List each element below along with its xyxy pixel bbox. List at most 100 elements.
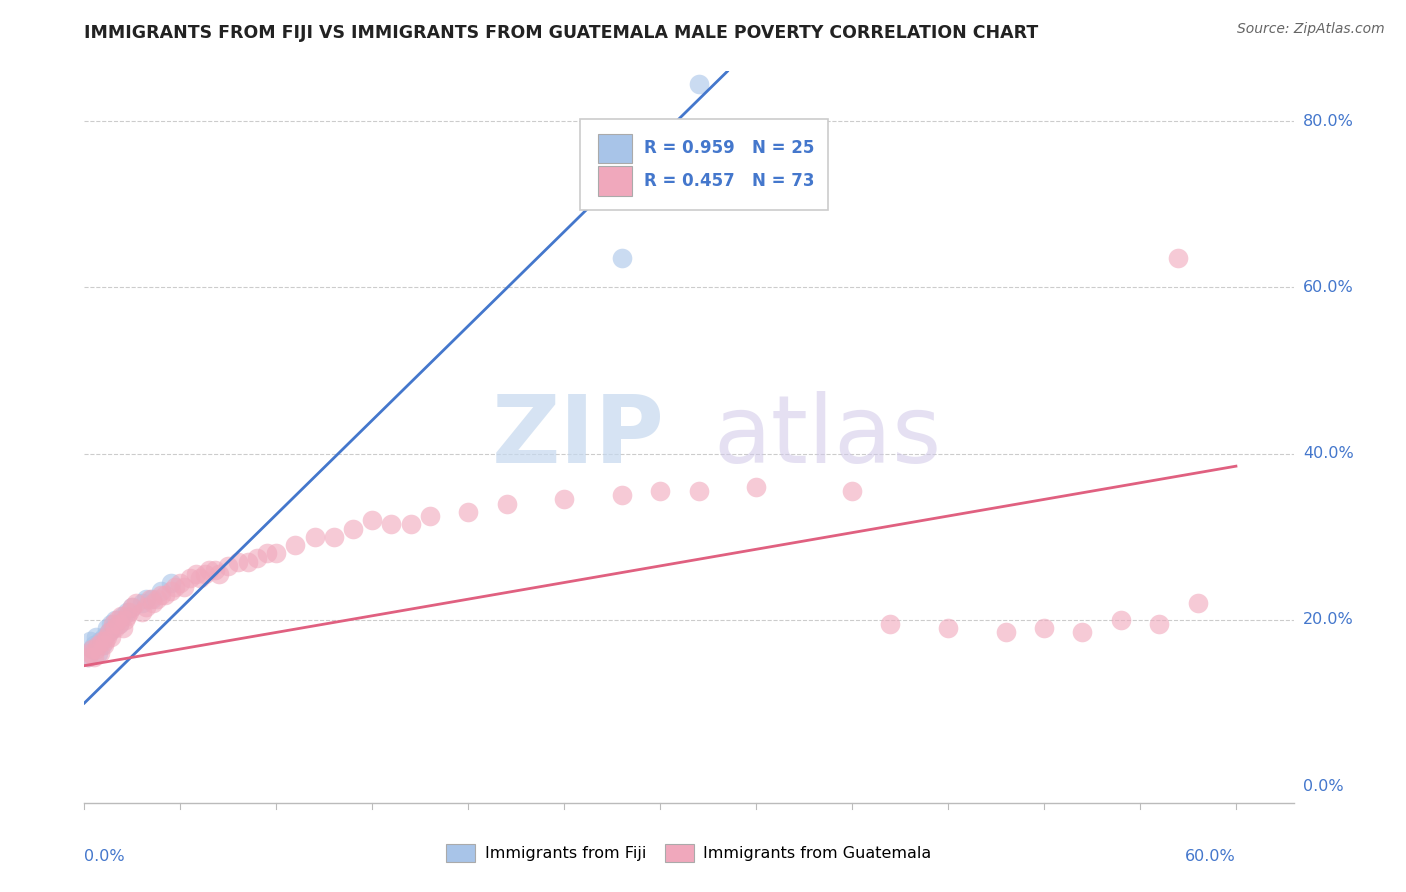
Point — [108, 617, 131, 632]
Point — [361, 513, 384, 527]
Point — [153, 588, 176, 602]
FancyBboxPatch shape — [599, 134, 633, 163]
Point — [125, 596, 148, 610]
Point — [117, 605, 139, 619]
Point — [163, 580, 186, 594]
Point — [150, 588, 173, 602]
Point — [936, 621, 959, 635]
Text: R = 0.457   N = 73: R = 0.457 N = 73 — [644, 172, 814, 190]
Text: 60.0%: 60.0% — [1303, 280, 1354, 295]
Point — [246, 550, 269, 565]
Point — [101, 617, 124, 632]
Point — [1071, 625, 1094, 640]
Point — [236, 555, 259, 569]
Point — [105, 613, 128, 627]
Point — [994, 625, 1017, 640]
Point — [87, 638, 110, 652]
Point — [204, 563, 226, 577]
Point — [610, 252, 633, 266]
Point — [108, 617, 131, 632]
Point — [141, 592, 163, 607]
Point — [93, 630, 115, 644]
Point — [150, 583, 173, 598]
Point — [83, 650, 105, 665]
Point — [146, 592, 169, 607]
Point — [495, 497, 517, 511]
Point — [94, 633, 117, 648]
Legend: Immigrants from Fiji, Immigrants from Guatemala: Immigrants from Fiji, Immigrants from Gu… — [440, 838, 938, 868]
Point — [304, 530, 326, 544]
Point — [217, 558, 239, 573]
Point — [457, 505, 479, 519]
Point — [745, 480, 768, 494]
Point — [77, 650, 100, 665]
Point — [380, 517, 402, 532]
Point — [79, 646, 101, 660]
Point — [399, 517, 422, 532]
Point — [256, 546, 278, 560]
Text: 0.0%: 0.0% — [84, 848, 125, 863]
Point — [89, 633, 111, 648]
Point — [1147, 617, 1170, 632]
Point — [111, 608, 134, 623]
Point — [841, 484, 863, 499]
Point — [179, 571, 201, 585]
Text: 80.0%: 80.0% — [1303, 114, 1354, 128]
Text: ZIP: ZIP — [492, 391, 665, 483]
Text: 60.0%: 60.0% — [1185, 848, 1236, 863]
Point — [226, 555, 249, 569]
Point — [650, 484, 672, 499]
Point — [553, 492, 575, 507]
Point — [96, 630, 118, 644]
Point — [198, 563, 221, 577]
Point — [111, 621, 134, 635]
Point — [79, 633, 101, 648]
Point — [159, 583, 181, 598]
Point — [77, 650, 100, 665]
Point — [115, 608, 138, 623]
Point — [142, 596, 165, 610]
Point — [131, 605, 153, 619]
Point — [80, 642, 103, 657]
Point — [84, 642, 107, 657]
Text: Source: ZipAtlas.com: Source: ZipAtlas.com — [1237, 22, 1385, 37]
Text: R = 0.959   N = 25: R = 0.959 N = 25 — [644, 139, 814, 157]
Text: 40.0%: 40.0% — [1303, 446, 1354, 461]
Point — [173, 580, 195, 594]
Point — [80, 642, 103, 657]
Point — [100, 630, 122, 644]
Text: IMMIGRANTS FROM FIJI VS IMMIGRANTS FROM GUATEMALA MALE POVERTY CORRELATION CHART: IMMIGRANTS FROM FIJI VS IMMIGRANTS FROM … — [84, 24, 1039, 42]
Point — [110, 608, 132, 623]
Point — [96, 621, 118, 635]
Point — [135, 600, 157, 615]
Point — [104, 621, 127, 635]
FancyBboxPatch shape — [581, 119, 828, 211]
Point — [104, 613, 127, 627]
Point — [322, 530, 344, 544]
Point — [184, 567, 207, 582]
Point — [610, 488, 633, 502]
Point — [1033, 621, 1056, 635]
Point — [1187, 596, 1209, 610]
Point — [114, 613, 136, 627]
Point — [131, 596, 153, 610]
Point — [419, 509, 441, 524]
Point — [84, 630, 107, 644]
Text: 20.0%: 20.0% — [1303, 613, 1354, 627]
Point — [284, 538, 307, 552]
Point — [188, 571, 211, 585]
Point — [87, 646, 110, 660]
Point — [688, 77, 710, 91]
Point — [83, 638, 105, 652]
Point — [1109, 613, 1132, 627]
Point — [90, 633, 112, 648]
Point — [101, 621, 124, 635]
Point — [208, 567, 231, 582]
Point — [159, 575, 181, 590]
Point — [93, 638, 115, 652]
Point — [89, 646, 111, 660]
Point — [138, 592, 160, 607]
Point — [121, 600, 143, 615]
Point — [169, 575, 191, 590]
Point — [194, 567, 217, 582]
